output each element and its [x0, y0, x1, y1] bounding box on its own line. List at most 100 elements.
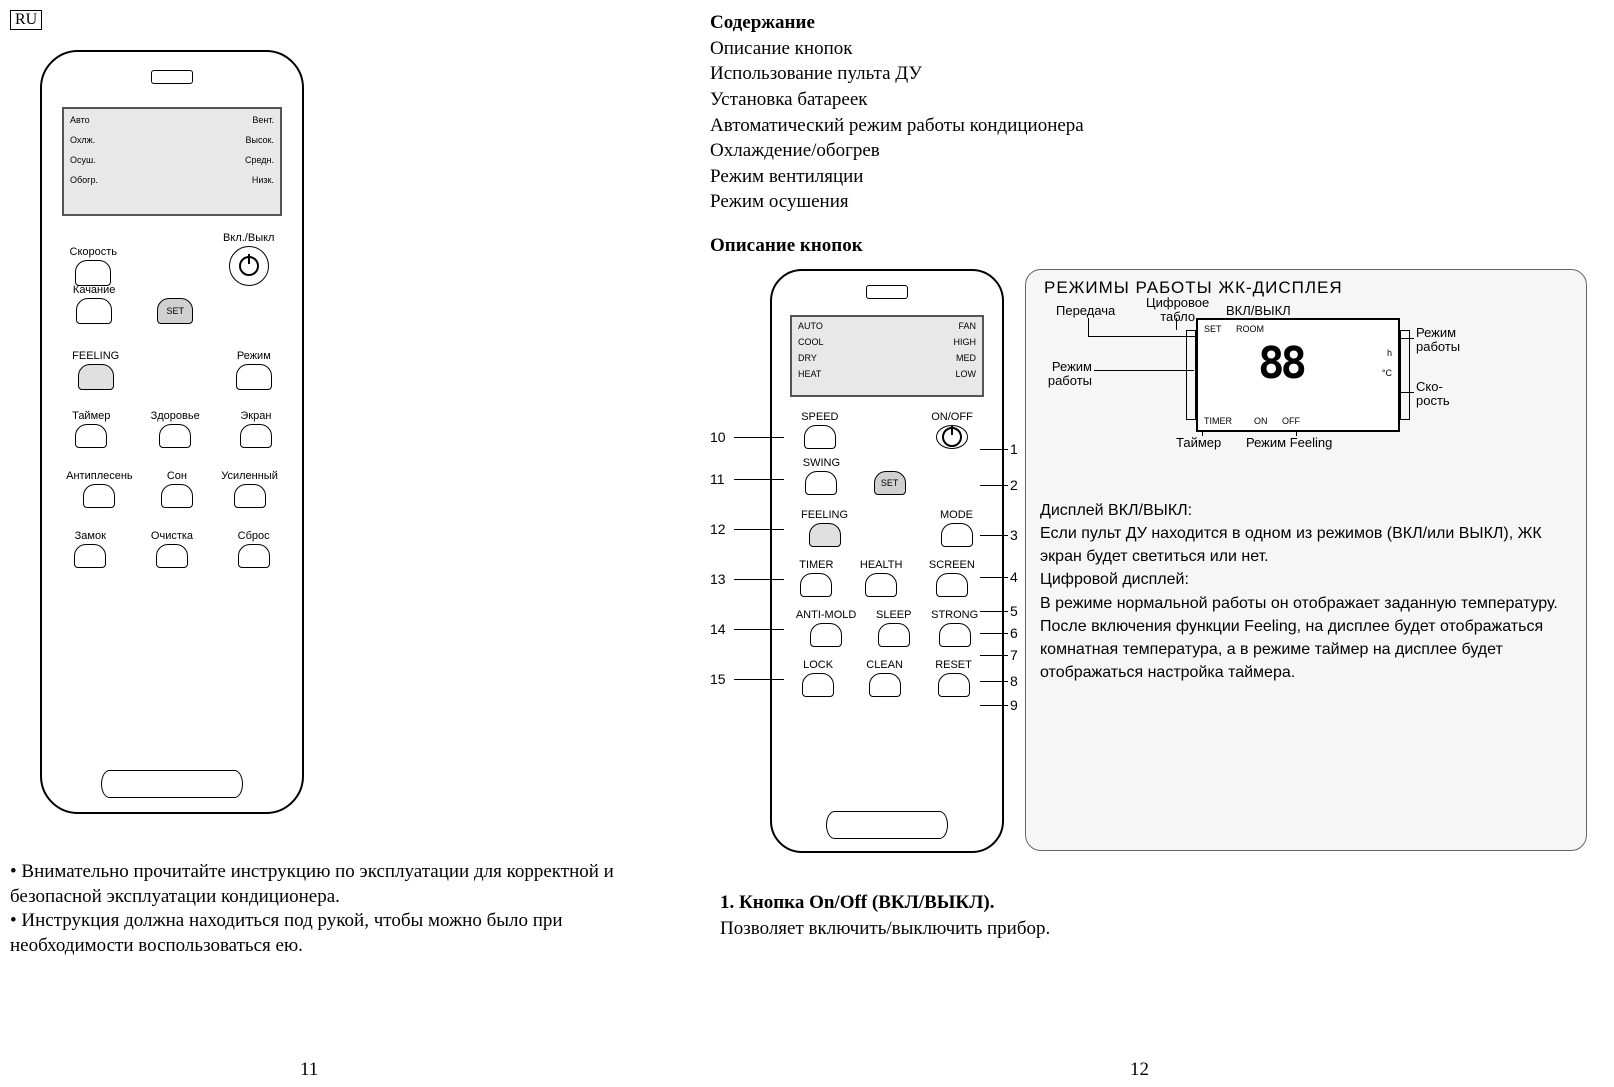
btn-speed: SPEED	[801, 411, 838, 449]
btn-sleep: Сон	[161, 470, 193, 508]
btn-power: Вкл./Выкл	[223, 232, 274, 286]
lcd-mock: SET ROOM h °C TIMER ON OFF 88	[1196, 318, 1400, 432]
language-tag: RU	[10, 10, 42, 30]
left-notes: • Внимательно прочитайте инструкцию по э…	[10, 860, 670, 959]
btn-mode: MODE	[940, 509, 973, 547]
disp-heading: Дисплей ВКЛ/ВЫКЛ:	[1040, 499, 1580, 522]
btn-sleep: SLEEP	[876, 609, 911, 647]
toc-item: Режим вентиляции	[710, 164, 1594, 190]
page-12: Содержание Описание кнопок Использование…	[700, 0, 1614, 1087]
seven-segment: 88	[1258, 338, 1303, 389]
btn-antimold: Антиплесень	[66, 470, 133, 508]
toc-item: Описание кнопок	[710, 36, 1594, 62]
btn-health: Здоровье	[151, 410, 200, 448]
remote-bottom-ridge	[101, 770, 243, 798]
btn-reset: Сброс	[238, 530, 270, 568]
btn-clean: Очистка	[151, 530, 193, 568]
toc-item: Установка батареек	[710, 87, 1594, 113]
btn-lock: LOCK	[802, 659, 834, 697]
btn-swing: SWING	[803, 457, 840, 495]
btn-antimold: ANTI-MOLD	[796, 609, 857, 647]
ir-led	[866, 285, 908, 299]
btn-health: HEALTH	[860, 559, 903, 597]
callout-num: 2	[1010, 477, 1018, 493]
btn-screen: Экран	[240, 410, 272, 448]
power-icon	[239, 256, 259, 276]
lcd-mode: Обогр.	[70, 175, 98, 185]
disp-paragraph: В режиме нормальной работы он отображает…	[1040, 592, 1580, 685]
btn-strong: Усиленный	[221, 470, 278, 508]
btn-screen: SCREEN	[929, 559, 975, 597]
annot-mode-left: Режимработы	[1032, 360, 1092, 389]
callout-num: 7	[1010, 647, 1018, 663]
lcd-panel-title: РЕЖИМЫ РАБОТЫ ЖК-ДИСПЛЕЯ	[1044, 278, 1586, 298]
btn-feeling: FEELING	[72, 350, 119, 390]
callout-num: 11	[710, 471, 725, 487]
lcd-fan: Средн.	[245, 155, 274, 165]
note-line: • Инструкция должна находиться под рукой…	[10, 909, 670, 958]
annot-speed-right: Ско-рость	[1416, 380, 1450, 409]
annot-transmit: Передача	[1056, 304, 1115, 318]
btn-swing: Качание	[73, 284, 115, 324]
page-number: 12	[1130, 1059, 1149, 1081]
ir-led	[151, 70, 193, 84]
annot-feeling: Режим Feeling	[1246, 436, 1332, 450]
callout-num: 14	[710, 621, 726, 637]
callout-num: 15	[710, 671, 726, 687]
page-11: RU Авто Охлж. Осуш. Обогр. Вент. Высок. …	[0, 0, 700, 1087]
section-1-text: Позволяет включить/выключить прибор.	[720, 918, 1050, 939]
section-1: 1. Кнопка On/Off (ВКЛ/ВЫКЛ). Позволяет в…	[720, 890, 1580, 941]
toc-item: Использование пульта ДУ	[710, 61, 1594, 87]
section-1-heading: 1. Кнопка On/Off (ВКЛ/ВЫКЛ).	[720, 892, 994, 913]
toc-item: Автоматический режим работы кондиционера	[710, 113, 1594, 139]
callout-num: 5	[1010, 603, 1018, 619]
toc-item: Охлаждение/обогрев	[710, 138, 1594, 164]
lcd-mode: Осуш.	[70, 155, 98, 165]
callout-num: 4	[1010, 569, 1018, 585]
toc-header: Содержание	[710, 10, 1594, 36]
callout-num: 3	[1010, 527, 1018, 543]
callout-num: 13	[710, 571, 726, 587]
callout-num: 9	[1010, 697, 1018, 713]
toc-item: Режим осушения	[710, 189, 1594, 215]
lcd-fan: Низк.	[245, 175, 274, 185]
callout-num: 10	[710, 429, 726, 445]
btn-mode: Режим	[236, 350, 272, 390]
remote-diagram-ru: Авто Охлж. Осуш. Обогр. Вент. Высок. Сре…	[40, 50, 304, 814]
btn-speed: Скорость	[70, 246, 118, 286]
callout-num: 6	[1010, 625, 1018, 641]
annot-onoff: ВКЛ/ВЫКЛ	[1226, 304, 1291, 318]
page-number: 11	[300, 1059, 318, 1081]
annot-mode-right: Режимработы	[1416, 326, 1460, 355]
remote-lcd: AUTO COOL DRY HEAT FAN HIGH MED LOW	[790, 315, 984, 397]
button-description-figure: AUTO COOL DRY HEAT FAN HIGH MED LOW SPEE…	[710, 269, 1590, 859]
callout-num: 8	[1010, 673, 1018, 689]
power-icon	[942, 427, 962, 447]
remote-lcd: Авто Охлж. Осуш. Обогр. Вент. Высок. Сре…	[62, 107, 282, 216]
lcd-fan: Вент.	[245, 115, 274, 125]
btn-lock: Замок	[74, 530, 106, 568]
btn-set: SET	[157, 284, 193, 324]
remote-diagram-en: AUTO COOL DRY HEAT FAN HIGH MED LOW SPEE…	[770, 269, 1004, 853]
callout-num: 12	[710, 521, 726, 537]
btn-feeling: FEELING	[801, 509, 848, 547]
section-header: Описание кнопок	[710, 233, 1594, 259]
remote-bottom-ridge	[826, 811, 948, 839]
note-line: • Внимательно прочитайте инструкцию по э…	[10, 860, 670, 909]
btn-power: ON/OFF	[931, 411, 973, 449]
callout-num: 1	[1010, 441, 1018, 457]
btn-reset: RESET	[935, 659, 972, 697]
display-description: Дисплей ВКЛ/ВЫКЛ: Если пульт ДУ находитс…	[1040, 499, 1580, 685]
lcd-fan: Высок.	[245, 135, 274, 145]
btn-set: SET	[874, 457, 906, 495]
btn-timer: Таймер	[72, 410, 110, 448]
lcd-mode: Авто	[70, 115, 98, 125]
table-of-contents: Содержание Описание кнопок Использование…	[710, 10, 1594, 259]
btn-timer: TIMER	[799, 559, 833, 597]
annot-timer: Таймер	[1176, 436, 1221, 450]
btn-clean: CLEAN	[866, 659, 903, 697]
disp-paragraph: Если пульт ДУ находится в одном из режим…	[1040, 522, 1580, 568]
btn-strong: STRONG	[931, 609, 978, 647]
disp-heading: Цифровой дисплей:	[1040, 568, 1580, 591]
lcd-mode: Охлж.	[70, 135, 98, 145]
